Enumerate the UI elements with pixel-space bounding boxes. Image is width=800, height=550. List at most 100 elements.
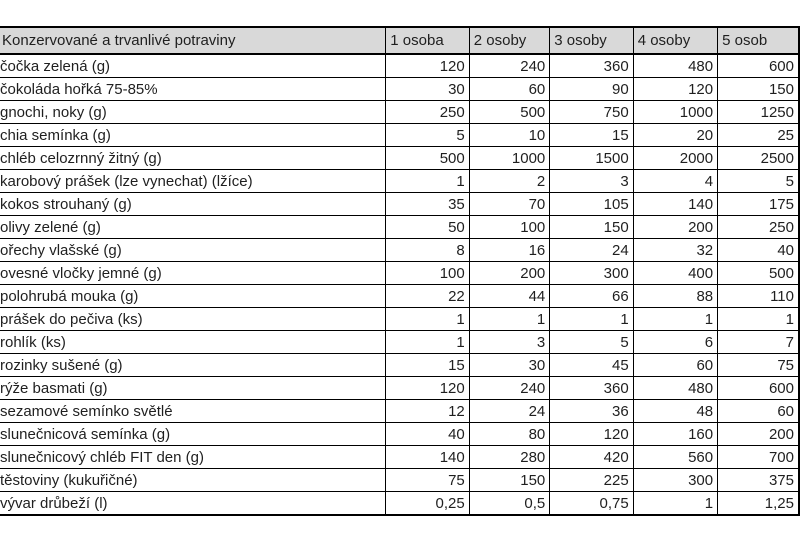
- quantity-cell: 40: [385, 422, 470, 446]
- quantity-cell: 60: [468, 77, 551, 101]
- table-row: gnochi, noky (g) 250 500 750 1000 1250: [0, 100, 800, 124]
- quantity-cell: 5: [717, 169, 800, 193]
- quantity-cell: 3: [549, 169, 634, 193]
- table-row: ořechy vlašské (g) 8 16 24 32 40: [0, 238, 800, 262]
- quantity-cell: 150: [468, 468, 551, 492]
- table-row: polohrubá mouka (g) 22 44 66 88 110: [0, 284, 800, 308]
- quantity-cell: 1250: [717, 100, 800, 124]
- quantity-cell: 160: [632, 422, 719, 446]
- quantity-cell: 8: [385, 238, 470, 262]
- quantity-cell: 24: [468, 399, 551, 423]
- quantity-cell: 110: [717, 284, 800, 308]
- table-row: prášek do pečiva (ks) 1 1 1 1 1: [0, 307, 800, 331]
- table-row: rýže basmati (g) 120 240 360 480 600: [0, 376, 800, 400]
- quantity-cell: 375: [717, 468, 800, 492]
- table-row: vývar drůbeží (l) 0,25 0,5 0,75 1 1,25: [0, 491, 800, 516]
- quantity-cell: 100: [468, 215, 551, 239]
- category-header-cell: Konzervované a trvanlivé potraviny: [0, 26, 387, 55]
- quantity-cell: 400: [632, 261, 719, 285]
- quantity-cell: 225: [549, 468, 634, 492]
- quantity-cell: 4: [632, 169, 719, 193]
- item-name-cell: polohrubá mouka (g): [0, 284, 387, 308]
- table-header-row: Konzervované a trvanlivé potraviny 1 oso…: [0, 26, 800, 55]
- quantity-cell: 560: [632, 445, 719, 469]
- quantity-cell: 140: [385, 445, 470, 469]
- table-row: čokoláda hořká 75-85% 30 60 90 120 150: [0, 77, 800, 101]
- quantity-cell: 240: [468, 376, 551, 400]
- item-name-cell: čočka zelená (g): [0, 53, 387, 78]
- quantity-cell: 50: [385, 215, 470, 239]
- quantity-cell: 35: [385, 192, 470, 216]
- item-name-cell: kokos strouhaný (g): [0, 192, 387, 216]
- item-name-cell: chia semínka (g): [0, 123, 387, 147]
- quantity-cell: 5: [549, 330, 634, 354]
- item-name-cell: čokoláda hořká 75-85%: [0, 77, 387, 101]
- quantity-cell: 1: [468, 307, 551, 331]
- quantity-cell: 1000: [632, 100, 719, 124]
- table-row: chléb celozrnný žitný (g) 500 1000 1500 2000…: [0, 146, 800, 170]
- quantity-cell: 120: [632, 77, 719, 101]
- quantity-cell: 1,25: [717, 491, 800, 516]
- table-row: slunečnicový chléb FIT den (g) 140 280 420 5…: [0, 445, 800, 469]
- table-row: kokos strouhaný (g) 35 70 105 140 175: [0, 192, 800, 216]
- quantity-cell: 1: [385, 169, 470, 193]
- item-name-cell: sezamové semínko světlé: [0, 399, 387, 423]
- quantity-cell: 750: [549, 100, 634, 124]
- quantity-cell: 300: [549, 261, 634, 285]
- table-row: těstoviny (kukuřičné) 75 150 225 300 375: [0, 468, 800, 492]
- quantity-cell: 200: [717, 422, 800, 446]
- quantity-cell: 25: [717, 123, 800, 147]
- quantity-cell: 120: [385, 376, 470, 400]
- quantity-cell: 1: [717, 307, 800, 331]
- item-name-cell: gnochi, noky (g): [0, 100, 387, 124]
- quantity-cell: 30: [468, 353, 551, 377]
- quantity-cell: 0,75: [549, 491, 634, 516]
- quantity-cell: 1000: [468, 146, 551, 170]
- quantity-cell: 45: [549, 353, 634, 377]
- item-name-cell: vývar drůbeží (l): [0, 491, 387, 516]
- quantity-cell: 1: [385, 307, 470, 331]
- quantity-cell: 140: [632, 192, 719, 216]
- quantity-cell: 250: [385, 100, 470, 124]
- quantity-cell: 175: [717, 192, 800, 216]
- table-row: olivy zelené (g) 50 100 150 200 250: [0, 215, 800, 239]
- item-name-cell: rozinky sušené (g): [0, 353, 387, 377]
- table-row: chia semínka (g) 5 10 15 20 25: [0, 123, 800, 147]
- item-name-cell: ovesné vločky jemné (g): [0, 261, 387, 285]
- item-name-cell: slunečnicová semínka (g): [0, 422, 387, 446]
- quantity-cell: 10: [468, 123, 551, 147]
- quantity-cell: 30: [385, 77, 470, 101]
- quantity-cell: 0,5: [468, 491, 551, 516]
- quantity-cell: 60: [632, 353, 719, 377]
- food-supply-table-sheet: Konzervované a trvanlivé potraviny 1 oso…: [0, 26, 800, 516]
- quantity-cell: 1: [385, 330, 470, 354]
- quantity-cell: 20: [632, 123, 719, 147]
- quantity-cell: 60: [717, 399, 800, 423]
- item-name-cell: karobový prášek (lze vynechat) (lžíce): [0, 169, 387, 193]
- quantity-cell: 2: [468, 169, 551, 193]
- table-row: sezamové semínko světlé 12 24 36 48 60: [0, 399, 800, 423]
- quantity-cell: 105: [549, 192, 634, 216]
- quantity-cell: 22: [385, 284, 470, 308]
- item-name-cell: těstoviny (kukuřičné): [0, 468, 387, 492]
- quantity-cell: 1500: [549, 146, 634, 170]
- item-name-cell: rohlík (ks): [0, 330, 387, 354]
- quantity-cell: 240: [468, 53, 551, 78]
- quantity-cell: 360: [549, 53, 634, 78]
- person-count-header-cell: 2 osoby: [468, 26, 551, 55]
- quantity-cell: 280: [468, 445, 551, 469]
- quantity-cell: 2500: [717, 146, 800, 170]
- quantity-cell: 150: [549, 215, 634, 239]
- person-count-header-cell: 4 osoby: [632, 26, 719, 55]
- quantity-cell: 200: [632, 215, 719, 239]
- quantity-cell: 480: [632, 376, 719, 400]
- quantity-cell: 250: [717, 215, 800, 239]
- quantity-cell: 24: [549, 238, 634, 262]
- quantity-cell: 36: [549, 399, 634, 423]
- item-name-cell: olivy zelené (g): [0, 215, 387, 239]
- quantity-cell: 1: [632, 491, 719, 516]
- item-name-cell: prášek do pečiva (ks): [0, 307, 387, 331]
- item-name-cell: chléb celozrnný žitný (g): [0, 146, 387, 170]
- item-name-cell: ořechy vlašské (g): [0, 238, 387, 262]
- food-quantity-table: Konzervované a trvanlivé potraviny 1 oso…: [0, 26, 800, 516]
